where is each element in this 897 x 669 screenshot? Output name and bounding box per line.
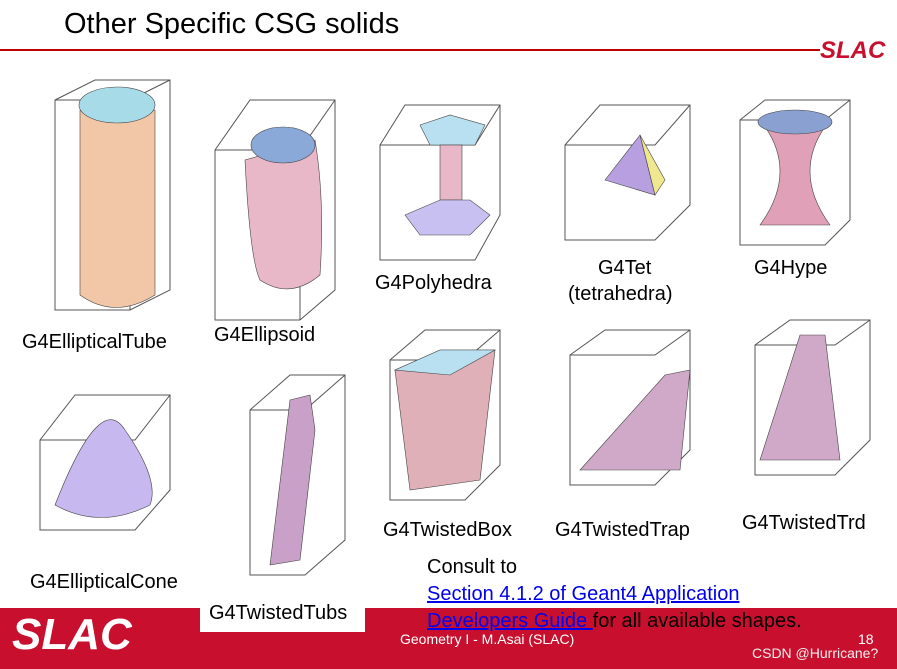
consult-rest: for all available shapes. (592, 610, 802, 632)
watermark: CSDN @Hurricane? (752, 645, 879, 661)
shape-label: G4EllipticalTube (22, 331, 167, 353)
shape-label: (tetrahedra) (568, 283, 673, 305)
doc-link[interactable]: Developers Guide (427, 610, 593, 632)
solids (54, 86, 841, 566)
doc-link[interactable]: Section 4.1.2 of Geant4 Application (427, 583, 740, 605)
shape-label: G4TwistedBox (383, 519, 512, 541)
consult-line: Developers Guide for all available shape… (427, 610, 802, 633)
shape-label: G4Tet (598, 257, 652, 279)
logo: SLAC (820, 37, 886, 64)
shape-label: G4Hype (754, 257, 828, 279)
page-number: 18 (858, 631, 874, 647)
label-backdrop (200, 600, 365, 632)
footer-logo: SLAC (12, 610, 132, 659)
footer-bar (0, 608, 897, 669)
shape-label: G4EllipticalCone (30, 571, 178, 593)
consult-link-line[interactable]: Section 4.1.2 of Geant4 Application (427, 583, 739, 606)
shape-label: G4TwistedTubs (209, 602, 348, 624)
consult-intro: Consult to (427, 556, 518, 578)
shape-label: G4TwistedTrd (742, 512, 866, 534)
slide-title: Other Specific CSG solids (64, 8, 400, 40)
shape-label: G4Ellipsoid (214, 324, 316, 346)
shape-label: G4Polyhedra (375, 272, 492, 294)
shape-label: G4TwistedTrap (555, 519, 690, 541)
footer-text: Geometry I - M.Asai (SLAC) (400, 631, 575, 647)
